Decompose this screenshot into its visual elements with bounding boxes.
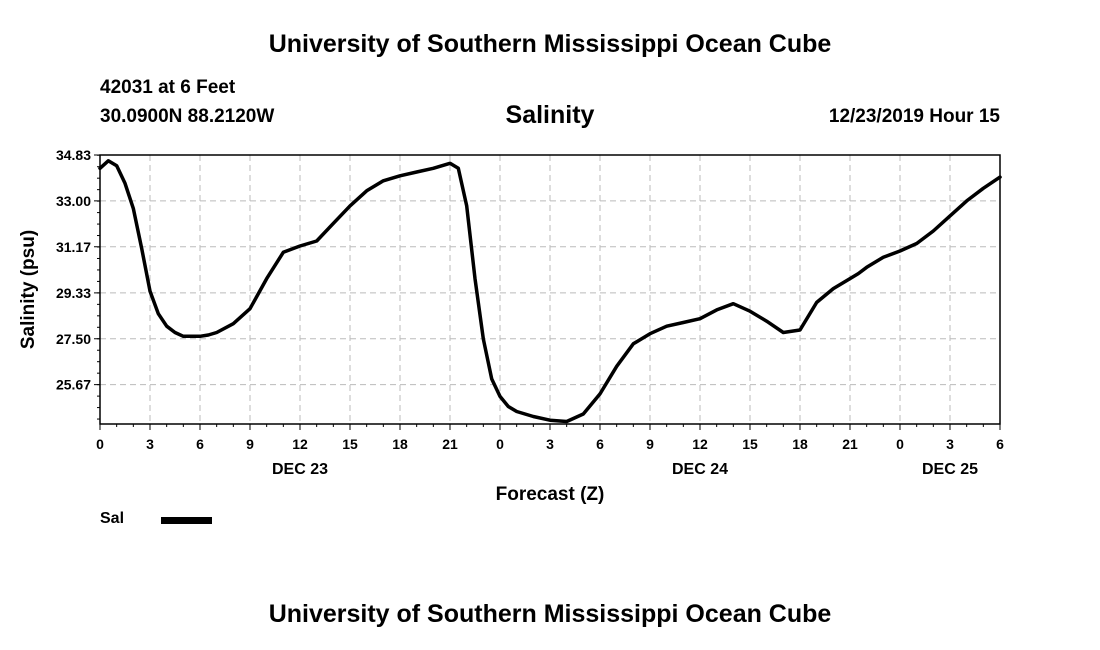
station-label: 42031 at 6 Feet xyxy=(100,77,236,98)
y-tick-label: 29.33 xyxy=(56,285,91,301)
x-tick-label: 3 xyxy=(146,436,154,452)
grid-layer xyxy=(100,155,1000,424)
x-tick-label: 15 xyxy=(742,436,758,452)
x-tick-label: 0 xyxy=(496,436,504,452)
series-layer xyxy=(98,159,1002,424)
x-tick-label: 18 xyxy=(792,436,808,452)
axis-layer xyxy=(94,154,1001,430)
x-tick-label: 6 xyxy=(196,436,204,452)
page-title-bottom: University of Southern Mississippi Ocean… xyxy=(268,600,832,628)
x-tick-label: 6 xyxy=(596,436,604,452)
page-title-top: University of Southern Mississippi Ocean… xyxy=(268,30,832,58)
x-tick-label: 12 xyxy=(292,436,308,452)
x-tick-label: 0 xyxy=(96,436,104,452)
forecast-timestamp: 12/23/2019 Hour 15 xyxy=(828,106,1000,127)
coordinates-label: 30.0900N 88.2120W xyxy=(100,106,275,127)
salinity-series-line xyxy=(98,159,1002,424)
label-layer: 0 3 6 9 12 15 18 21 0 3 6 9 12 15 18 21 0 3 6 25.67 27.50 29.… xyxy=(18,147,1004,505)
x-tick-label: 9 xyxy=(246,436,254,452)
x-tick-label: 12 xyxy=(692,436,708,452)
date-label: DEC 24 xyxy=(672,461,728,478)
legend-line-swatch xyxy=(161,517,212,524)
y-axis-title: Salinity (psu) xyxy=(18,230,39,349)
x-tick-label: 21 xyxy=(442,436,458,452)
y-tick-label: 34.83 xyxy=(56,147,91,163)
date-label: DEC 25 xyxy=(922,461,978,478)
y-tick-label: 31.17 xyxy=(56,239,91,255)
y-tick-label: 33.00 xyxy=(56,193,91,209)
legend-label: Sal xyxy=(100,510,125,527)
x-tick-label: 15 xyxy=(342,436,358,452)
y-tick-label: 27.50 xyxy=(56,331,91,347)
x-tick-label: 3 xyxy=(546,436,554,452)
chart-title: Salinity xyxy=(505,101,595,129)
y-tick-label: 25.67 xyxy=(56,377,91,393)
x-tick-label: 18 xyxy=(392,436,408,452)
x-tick-label: 3 xyxy=(946,436,954,452)
x-tick-label: 6 xyxy=(996,436,1004,452)
x-tick-label: 21 xyxy=(842,436,858,452)
x-tick-label: 0 xyxy=(896,436,904,452)
x-tick-label: 9 xyxy=(646,436,654,452)
date-label: DEC 23 xyxy=(272,461,328,478)
x-axis-title: Forecast (Z) xyxy=(496,484,605,505)
plot-frame xyxy=(99,154,1001,425)
